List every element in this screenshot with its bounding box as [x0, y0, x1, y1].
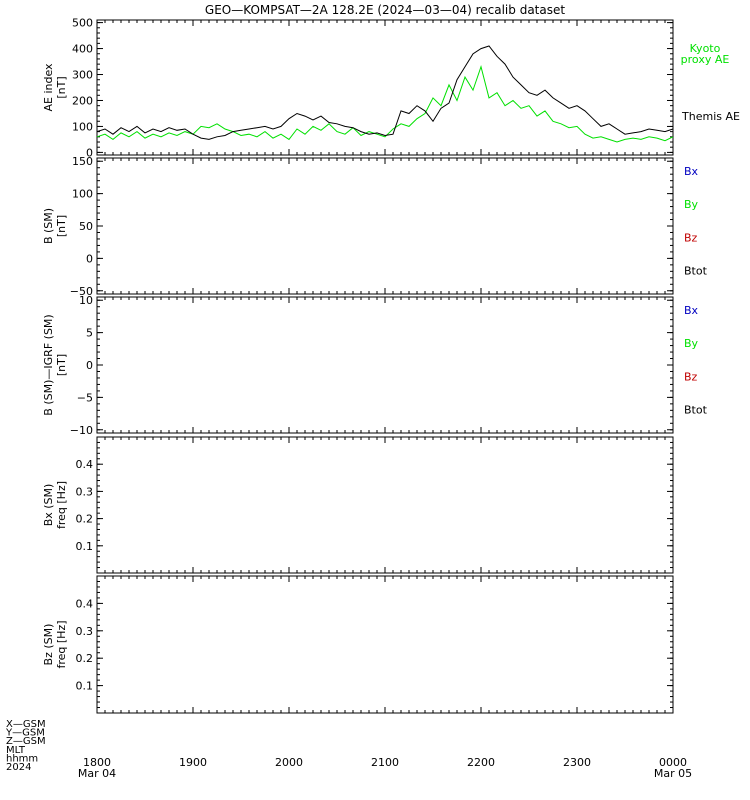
y-tick-label: 0 — [86, 359, 93, 372]
y-tick-label: 400 — [72, 43, 93, 56]
legend-entry-bz: Bz — [684, 370, 698, 383]
y-tick-label: 0.1 — [76, 680, 94, 693]
y-axis-label: B (SM) — [42, 208, 55, 244]
x-tick-label: 1900 — [179, 756, 207, 769]
legend-entry-bz: Bz — [684, 231, 698, 244]
panel-frame — [96, 296, 674, 434]
x-tick-label: 2000 — [275, 756, 303, 769]
x-axis-row-label: Y—GSM — [5, 728, 45, 739]
y-tick-label: 100 — [72, 188, 93, 201]
panel-bz: 0.1 0.2 0.3 0.4 Bz (SM) freq [Hz] — [42, 575, 674, 714]
y-tick-label: −10 — [70, 424, 93, 437]
y-axis-unit: freq [Hz] — [55, 620, 68, 668]
y-tick-label: 0.4 — [76, 458, 94, 471]
series-line-themis-ae — [96, 45, 674, 140]
panel-frame — [96, 157, 674, 295]
panel-b: −50 0 50 100 150 B (SM) [nT] Bx By Bz Btot — [42, 155, 708, 298]
y-axis-unit: [nT] — [55, 354, 68, 376]
legend-entry-bx: Bx — [684, 304, 699, 317]
y-tick-label: 200 — [72, 94, 93, 107]
series-line-kyoto-proxy-ae — [96, 64, 674, 143]
y-tick-label: 0.4 — [76, 597, 94, 610]
y-axis-unit: [nT] — [55, 76, 68, 98]
y-tick-label: 500 — [72, 17, 93, 30]
legend-entry-by: By — [684, 198, 699, 211]
x-tick-label: 2100 — [371, 756, 399, 769]
y-tick-label: 0.1 — [76, 540, 94, 553]
x-tick-label: 2300 — [563, 756, 591, 769]
y-tick-label: −50 — [70, 285, 93, 298]
legend-entry-btot: Btot — [684, 264, 708, 277]
y-axis-label: Bz (SM) — [42, 624, 55, 666]
legend-entry: Kyoto — [690, 42, 721, 55]
y-tick-label: 300 — [72, 69, 93, 82]
x-tick-label: Mar 05 — [654, 767, 692, 780]
y-tick-label: 150 — [72, 155, 93, 168]
y-tick-label: 0.2 — [76, 513, 94, 526]
panel-dbiga: −10 −5 0 5 10 B (SM)—IGRF (SM) [nT] Bx By Bz Btot — [42, 294, 708, 437]
legend-entry-by: By — [684, 337, 699, 350]
y-tick-label: 0.3 — [76, 485, 94, 498]
x-tick-label: Mar 04 — [78, 767, 116, 780]
y-tick-label: 10 — [79, 294, 93, 307]
panel-bx: 0.1 0.2 0.3 0.4 Bx (SM) freq [Hz] — [42, 436, 674, 574]
y-tick-label: 0 — [86, 146, 93, 159]
x-tick-label: 0000 — [659, 756, 687, 769]
y-axis-label: Bx (SM) — [42, 484, 55, 527]
legend-entry-btot: Btot — [684, 403, 708, 416]
x-axis-row-label: hhmm — [6, 753, 38, 764]
y-tick-label: 5 — [86, 327, 93, 340]
y-axis-unit: [nT] — [55, 215, 68, 237]
legend-entry: proxy AE — [681, 53, 730, 66]
figure-title: GEO—KOMPSAT—2A 128.2E (2024—03—04) recal… — [205, 3, 565, 17]
x-axis-row-label: Z—GSM — [6, 736, 46, 747]
x-axis-row-label: MLT — [6, 745, 26, 756]
y-tick-label: 50 — [79, 220, 93, 233]
panel-frame — [96, 575, 674, 714]
panel-frame — [96, 436, 674, 574]
y-tick-label: −5 — [77, 391, 93, 404]
x-axis-row-label: X—GSM — [6, 719, 46, 730]
y-tick-label: 100 — [72, 120, 93, 133]
legend-entry: Themis AE — [681, 110, 740, 123]
x-tick-label: 1800 — [83, 756, 111, 769]
x-axis-row-label: 2024 — [6, 762, 31, 773]
y-tick-label: 0.2 — [76, 652, 94, 665]
x-tick-label: 2200 — [467, 756, 495, 769]
y-axis-label: AE index — [42, 63, 55, 112]
y-tick-label: 0 — [86, 252, 93, 265]
y-tick-label: 0.3 — [76, 625, 94, 638]
y-axis-label: B (SM)—IGRF (SM) — [42, 314, 55, 415]
legend-entry-bx: Bx — [684, 165, 699, 178]
y-axis-unit: freq [Hz] — [55, 481, 68, 529]
